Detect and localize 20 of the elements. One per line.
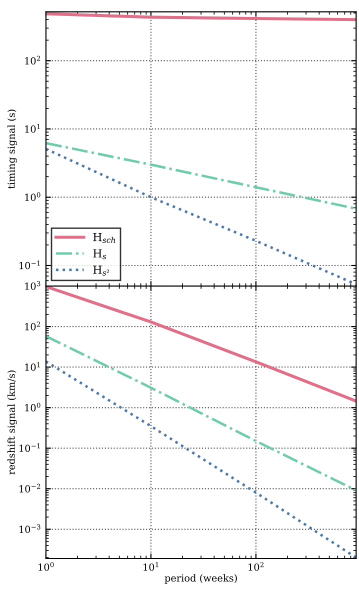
x-tick-label: 10$^{2}$ — [248, 562, 264, 571]
y-tick-label: 10$^{−2}$ — [20, 484, 40, 492]
y-tick-label: 10$^{0}$ — [25, 192, 40, 201]
y-axis-title: redshift signal (km/s) — [7, 370, 17, 474]
y-tick-label: 10$^{−1}$ — [20, 443, 40, 452]
y-tick-label: 10$^{−1}$ — [20, 260, 40, 270]
y-tick-label: 10$^{2}$ — [25, 322, 40, 330]
y-tick-label: 10$^{1}$ — [25, 124, 40, 133]
x-tick-label: 10$^{0}$ — [38, 562, 54, 571]
x-axis-title: period (weeks) — [164, 574, 237, 584]
y-tick-label: 10$^{0}$ — [25, 402, 40, 412]
y-axis-title: timing signal (s) — [7, 110, 17, 189]
legend-label: H$_{sch}$ — [93, 233, 116, 243]
legend-label: H$_{s}$ — [93, 249, 106, 260]
y-tick-label: 10$^{1}$ — [25, 362, 40, 371]
y-tick-label: 10$^{3}$ — [25, 281, 40, 290]
y-tick-label: 10$^{2}$ — [25, 56, 40, 64]
y-tick-label: 10$^{−3}$ — [20, 524, 40, 534]
x-tick-label: 10$^{1}$ — [144, 562, 158, 571]
legend-label: H$_{s²}$ — [93, 266, 110, 276]
